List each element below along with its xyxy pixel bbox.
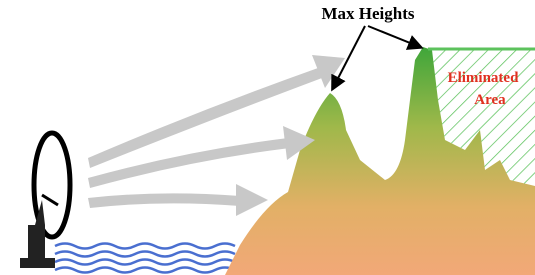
diagram: Max Heights Eliminated Area (0, 0, 535, 275)
max-heights-label: Max Heights (321, 4, 414, 23)
radar-dish (20, 133, 70, 268)
eliminated-label: Eliminated (448, 70, 519, 86)
pointer-arrows (333, 26, 420, 88)
water (55, 244, 235, 273)
page: Max Heights Eliminated Area (() => { con… (0, 0, 535, 275)
area-label: Area (474, 92, 506, 108)
